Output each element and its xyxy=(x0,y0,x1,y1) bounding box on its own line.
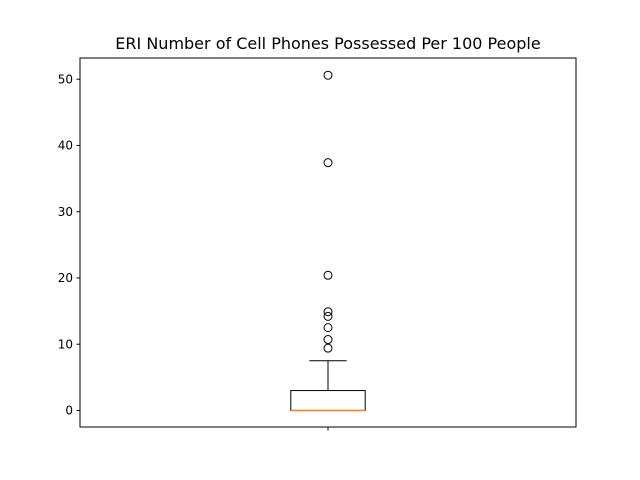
y-axis: 0 10 20 30 40 50 xyxy=(58,72,80,418)
outlier-point xyxy=(323,311,333,321)
outlier-point xyxy=(323,307,333,317)
outlier-point xyxy=(323,343,333,353)
y-tick-label: 20 xyxy=(58,271,73,285)
outlier-point xyxy=(323,270,333,280)
chart-title: ERI Number of Cell Phones Possessed Per … xyxy=(115,34,540,53)
y-tick-label: 0 xyxy=(65,404,73,418)
y-tick-label: 10 xyxy=(58,337,73,351)
plot-frame xyxy=(79,57,577,428)
outlier-point xyxy=(323,70,333,80)
box-group xyxy=(290,70,366,412)
outlier-point xyxy=(323,158,333,168)
y-tick-label: 40 xyxy=(58,139,73,153)
outlier-point xyxy=(323,335,333,345)
y-tick-label: 50 xyxy=(58,72,73,86)
outlier-point xyxy=(323,323,333,333)
y-tick-label: 30 xyxy=(58,205,73,219)
